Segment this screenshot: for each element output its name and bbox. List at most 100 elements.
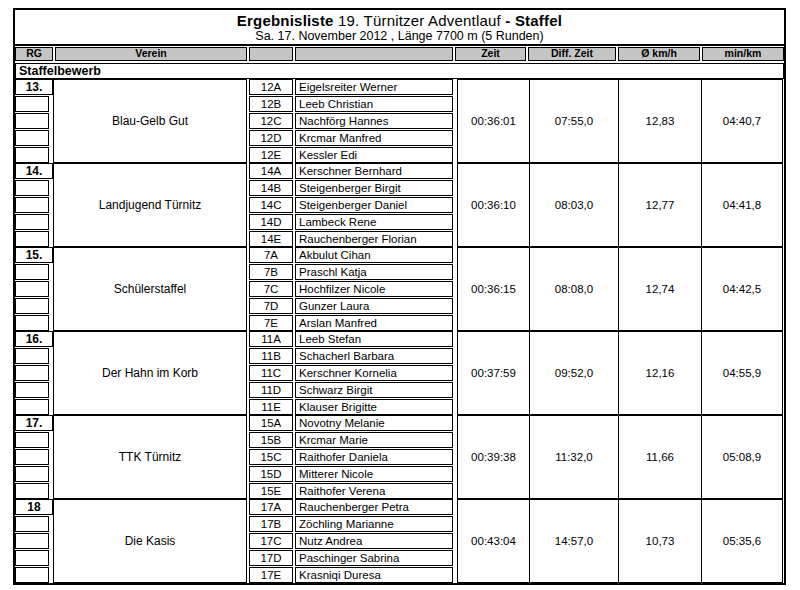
runner-bib: 15D <box>249 466 293 482</box>
runners-column: 12A Eigelsreiter Werner 12B Leeb Christi… <box>247 79 455 163</box>
rg-empty-box <box>15 113 49 129</box>
runner-row: 7E Arslan Manfred <box>249 315 455 331</box>
runner-name: Kerschner Bernhard <box>295 163 453 179</box>
diff-zeit-cell: 14:57,0 <box>529 499 619 583</box>
title-lead: Ergebnisliste <box>237 12 334 29</box>
minkm-cell: 05:35,6 <box>701 499 783 583</box>
rank-column: 15. <box>15 247 53 331</box>
runner-row: 15A Novotny Melanie <box>249 415 455 431</box>
minkm-cell: 04:41,8 <box>701 163 783 247</box>
runner-row: 17E Krasniqi Duresa <box>249 567 455 583</box>
runner-bib: 14E <box>249 231 293 247</box>
runner-name: Lambeck Rene <box>295 214 453 230</box>
rg-empty-box <box>15 281 49 297</box>
avg-kmh-cell: 10,73 <box>618 499 702 583</box>
minkm-cell: 04:40,7 <box>701 79 783 163</box>
zeit-cell: 00:43:04 <box>457 499 530 583</box>
runner-bib: 7A <box>249 247 293 263</box>
rg-empty-box <box>15 550 49 566</box>
runner-row: 12D Krcmar Manfred <box>249 130 455 146</box>
rg-empty-box <box>15 264 49 280</box>
avg-kmh-cell: 11,66 <box>618 415 702 499</box>
runner-bib: 15E <box>249 483 293 499</box>
rank-column: 16. <box>15 331 53 415</box>
rg-empty-box <box>15 214 49 230</box>
runner-bib: 14B <box>249 180 293 196</box>
team-name-cell: Blau-Gelb Gut <box>53 79 247 163</box>
diff-zeit-cell: 08:08,0 <box>529 247 619 331</box>
runner-name: Mitterer Nicole <box>295 466 453 482</box>
runner-bib: 17A <box>249 499 293 515</box>
page-title: Ergebnisliste 19. Türnitzer Adventlauf -… <box>15 12 784 29</box>
runner-bib: 12A <box>249 79 293 95</box>
runner-bib: 17D <box>249 550 293 566</box>
runner-name: Raithofer Daniela <box>295 449 453 465</box>
runner-row: 11D Schwarz Birgit <box>249 382 455 398</box>
runner-bib: 7B <box>249 264 293 280</box>
runner-name: Steigenberger Daniel <box>295 197 453 213</box>
col-header-name-blank <box>295 47 453 61</box>
rank-cell: 18 <box>15 499 53 515</box>
zeit-cell: 00:37:59 <box>457 331 530 415</box>
rg-empty-box <box>15 466 49 482</box>
runner-name: Leeb Stefan <box>295 331 453 347</box>
runner-name: Kessler Edi <box>295 147 453 163</box>
team-block: 14. Landjugend Türnitz 14A Kerschner Ber… <box>15 163 784 247</box>
rank-column: 13. <box>15 79 53 163</box>
results-sheet: Ergebnisliste 19. Türnitzer Adventlauf -… <box>13 8 786 585</box>
team-block: 17. TTK Türnitz 15A Novotny Melanie 15B … <box>15 415 784 499</box>
rg-empty-box <box>15 399 49 415</box>
runner-name: Steigenberger Birgit <box>295 180 453 196</box>
runner-name: Nachförg Hannes <box>295 113 453 129</box>
runner-bib: 15A <box>249 415 293 431</box>
runner-name: Raithofer Verena <box>295 483 453 499</box>
runner-bib: 12C <box>249 113 293 129</box>
col-header-diff-zeit: Diff. Zeit <box>528 47 616 61</box>
runner-name: Krcmar Manfred <box>295 130 453 146</box>
runner-bib: 11D <box>249 382 293 398</box>
runner-row: 14E Rauchenberger Florian <box>249 231 455 247</box>
minkm-cell: 04:55,9 <box>701 331 783 415</box>
rg-empty-box <box>15 432 49 448</box>
runner-name: Novotny Melanie <box>295 415 453 431</box>
runner-name: Schacherl Barbara <box>295 348 453 364</box>
rank-cell: 14. <box>15 163 53 179</box>
runner-name: Rauchenberger Petra <box>295 499 453 515</box>
runner-name: Krasniqi Duresa <box>295 567 453 583</box>
runner-name: Krcmar Marie <box>295 432 453 448</box>
rg-empty-box <box>15 483 49 499</box>
diff-zeit-cell: 11:32,0 <box>529 415 619 499</box>
rg-empty-box <box>15 130 49 146</box>
runner-bib: 14A <box>249 163 293 179</box>
rg-empty-box <box>15 315 49 331</box>
rg-empty-box <box>15 533 49 549</box>
runner-name: Nutz Andrea <box>295 533 453 549</box>
runner-bib: 15C <box>249 449 293 465</box>
runner-row: 17D Paschinger Sabrina <box>249 550 455 566</box>
runner-name: Hochfilzer Nicole <box>295 281 453 297</box>
minkm-cell: 05:08,9 <box>701 415 783 499</box>
runner-row: 11A Leeb Stefan <box>249 331 455 347</box>
runner-bib: 12D <box>249 130 293 146</box>
runner-row: 14B Steigenberger Birgit <box>249 180 455 196</box>
avg-kmh-cell: 12,16 <box>618 331 702 415</box>
runner-row: 12B Leeb Christian <box>249 96 455 112</box>
team-name-cell: Landjugend Türnitz <box>53 163 247 247</box>
rg-empty-box <box>15 147 49 163</box>
rank-cell: 16. <box>15 331 53 347</box>
rg-empty-box <box>15 567 49 583</box>
title-tail: - Staffel <box>505 12 562 29</box>
runners-column: 7A Akbulut Cihan 7B Praschl Katja 7C Hoc… <box>247 247 455 331</box>
col-header-zeit: Zeit <box>455 47 526 61</box>
rg-empty-box <box>15 96 49 112</box>
runner-row: 15C Raithofer Daniela <box>249 449 455 465</box>
scanned-results-page: { "colors": { "header_bg": "#c5c5c5", "b… <box>0 0 800 590</box>
runner-row: 15B Krcmar Marie <box>249 432 455 448</box>
teams-container: 13. Blau-Gelb Gut 12A Eigelsreiter Werne… <box>15 79 784 583</box>
runner-bib: 14D <box>249 214 293 230</box>
diff-zeit-cell: 09:52,0 <box>529 331 619 415</box>
rg-empty-box <box>15 449 49 465</box>
runner-row: 17A Rauchenberger Petra <box>249 499 455 515</box>
avg-kmh-cell: 12,77 <box>618 163 702 247</box>
runner-bib: 12B <box>249 96 293 112</box>
